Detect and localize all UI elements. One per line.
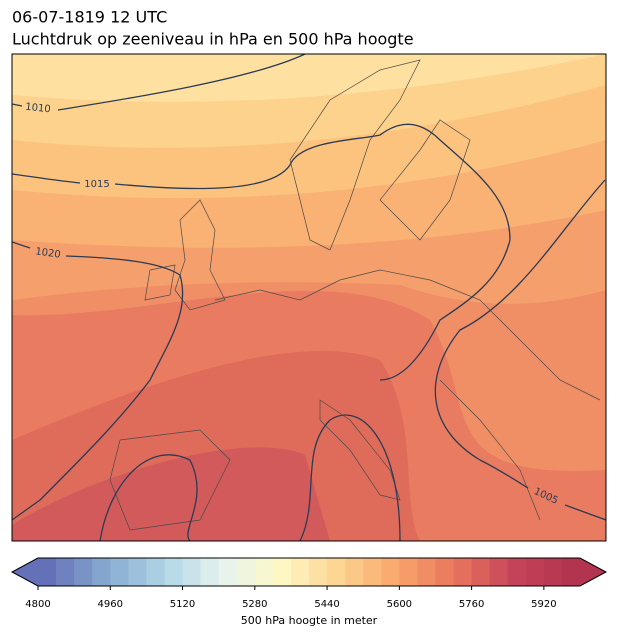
colorbar-tick-label: 4800: [25, 599, 50, 610]
colorbar-segment: [146, 558, 165, 586]
colorbar-segment: [417, 558, 436, 586]
colorbar-segment: [128, 558, 147, 586]
colorbar-outline: [10, 557, 608, 587]
colorbar-segment: [236, 558, 256, 586]
colorbar-segment: [471, 558, 491, 586]
isobar-label: 1020: [35, 246, 62, 260]
colorbar: 4800 4960 5120 5280 5440 5600 5760 5920: [10, 557, 608, 610]
date-title: 06-07-1819 12 UTC: [12, 8, 167, 27]
isobar-label: 1010: [25, 102, 51, 116]
colorbar-segment: [92, 558, 111, 586]
colorbar-segment: [309, 558, 328, 586]
isobar-label: 1015: [84, 179, 109, 190]
isobar: [12, 123, 511, 381]
colorbar-tick-label: 5600: [387, 599, 412, 610]
isobar: [479, 459, 606, 521]
map-area: [12, 54, 606, 541]
colorbar-segment: [507, 558, 527, 586]
colorbar-segment: [345, 558, 364, 586]
coastline: [109, 429, 231, 531]
colorbar-tick-label: 5440: [314, 599, 339, 610]
colorbar-segment: [453, 558, 473, 586]
coastline: [174, 199, 226, 311]
coastline: [144, 264, 176, 301]
colorbar-segment: [543, 558, 563, 586]
colorbar-segment: [254, 558, 274, 586]
colorbar-segment: [327, 558, 346, 586]
colorbar-tick-label: 5280: [242, 599, 267, 610]
isobar: [12, 54, 306, 111]
coastline: [214, 269, 601, 401]
colorbar-segment: [435, 558, 455, 586]
colorbar-tick-label: 5120: [170, 599, 195, 610]
colorbar-segment: [272, 558, 292, 586]
height-band: [12, 447, 330, 541]
map-title: Luchtdruk op zeeniveau in hPa en 500 hPa…: [12, 30, 414, 49]
colorbar-segment: [363, 558, 382, 586]
colorbar-segment: [182, 558, 202, 586]
colorbar-segment: [561, 558, 581, 586]
colorbar-tick-label: 5920: [531, 599, 556, 610]
coastline: [379, 119, 471, 241]
coastline: [439, 379, 541, 521]
colorbar-extend: [580, 558, 606, 586]
colorbar-segment: [218, 558, 238, 586]
isobar: [12, 241, 184, 521]
colorbar-label: 500 hPa hoogte in meter: [241, 614, 378, 627]
colorbar-extend: [12, 558, 38, 586]
colorbar-segment: [381, 558, 400, 586]
colorbar-segment: [164, 558, 184, 586]
isobar: [99, 454, 198, 541]
isobar: [299, 414, 401, 541]
colorbar-segment: [56, 558, 75, 586]
colorbar-segment: [290, 558, 310, 586]
colorbar-segment: [200, 558, 220, 586]
map-frame: [11, 53, 607, 542]
colorbar-segment: [399, 558, 418, 586]
isobar: [434, 179, 606, 461]
colorbar-tick-label: 5760: [459, 599, 484, 610]
colorbar-segment: [489, 558, 509, 586]
colorbar-segment: [525, 558, 545, 586]
colorbar-tick-label: 4960: [98, 599, 123, 610]
colorbar-segment: [110, 558, 129, 586]
colorbar-segment: [38, 558, 57, 586]
coastline: [289, 59, 421, 251]
colorbar-segment: [74, 558, 93, 586]
